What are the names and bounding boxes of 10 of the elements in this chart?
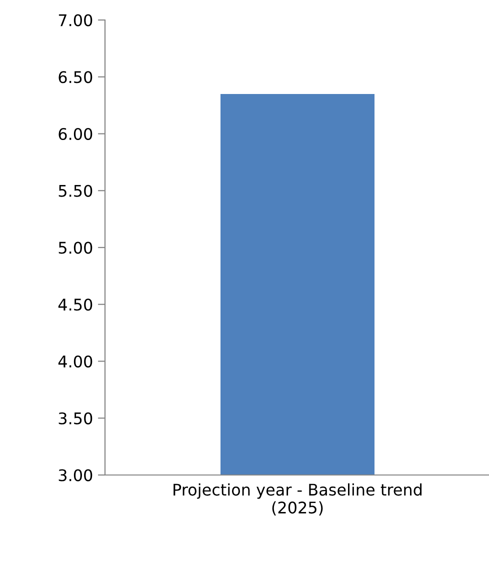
y-tick-label: 5.50 [58, 184, 92, 197]
y-tick-label: 6.00 [58, 128, 92, 140]
y-tick-label: 6.50 [58, 71, 92, 84]
y-tick-label: 4.00 [58, 355, 92, 368]
y-tick-label: 5.00 [58, 242, 92, 254]
y-tick-label: 3.00 [58, 469, 92, 482]
y-tick-label: 7.00 [58, 14, 92, 26]
y-tick-label: 4.50 [58, 298, 92, 311]
x-tick-label: Projection year - Baseline trend (2025) [174, 483, 422, 516]
y-tick-label: 3.50 [58, 412, 92, 424]
